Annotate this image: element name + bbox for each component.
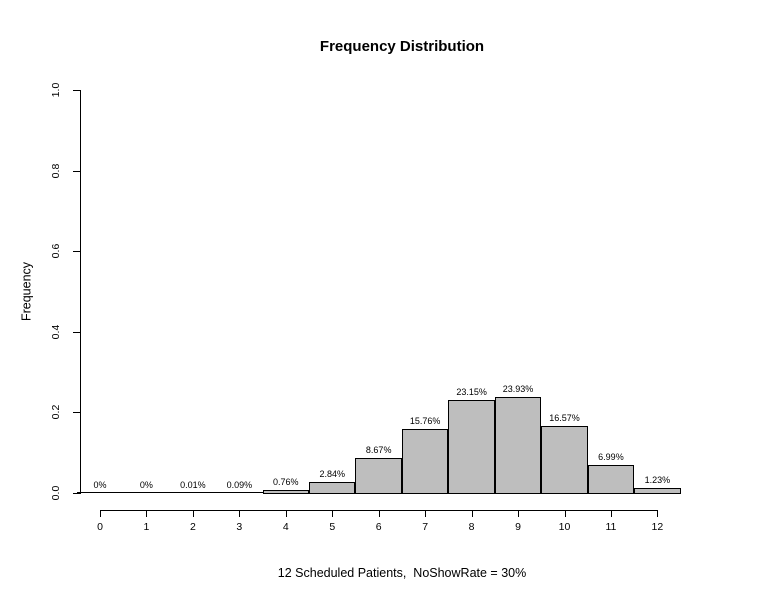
- x-tick: [610, 510, 612, 517]
- x-tick: [657, 510, 659, 517]
- chart-title: Frequency Distribution: [319, 38, 485, 55]
- x-tick-label: 1: [143, 521, 150, 533]
- y-axis-line: [80, 90, 81, 494]
- y-tick-label: 0.6: [50, 243, 62, 259]
- x-tick: [192, 510, 194, 517]
- x-tick-label: 8: [468, 521, 475, 533]
- bar: [634, 488, 681, 494]
- x-tick-label: 5: [329, 521, 336, 533]
- x-tick-label: 7: [422, 521, 429, 533]
- bar: [587, 464, 635, 494]
- bar-label: 23.15%: [456, 386, 487, 397]
- y-axis-label: Frequency: [19, 261, 34, 322]
- y-tick-label: 0.0: [50, 485, 62, 501]
- bar-label: 6.99%: [598, 451, 624, 462]
- bar-label: 16.57%: [549, 413, 580, 424]
- bar: [355, 458, 402, 494]
- x-tick: [332, 510, 334, 517]
- x-tick: [146, 510, 148, 517]
- y-tick: [73, 251, 80, 253]
- y-tick: [73, 170, 80, 172]
- x-tick-label: 11: [605, 521, 617, 533]
- bar-label: 23.93%: [502, 383, 534, 394]
- x-tick: [239, 510, 241, 517]
- y-tick-label: 0.2: [50, 405, 62, 420]
- x-axis-label: 12 Scheduled Patients, NoShowRate = 30%: [277, 566, 527, 580]
- x-tick-label: 12: [651, 521, 664, 533]
- x-tick-label: 9: [515, 521, 521, 533]
- bar: [448, 399, 495, 494]
- y-tick-label: 0.8: [50, 163, 62, 178]
- x-tick: [518, 510, 520, 517]
- x-tick: [100, 510, 101, 517]
- x-tick-label: 0: [97, 521, 103, 533]
- bar-label: 0%: [93, 480, 107, 490]
- bar-label: 2.84%: [319, 468, 346, 479]
- y-tick: [73, 331, 80, 333]
- y-tick-label: 1.0: [50, 82, 62, 98]
- x-tick: [564, 510, 566, 517]
- y-tick: [73, 493, 80, 494]
- bar: [401, 429, 449, 494]
- y-tick-label: 0.4: [50, 324, 62, 340]
- y-tick: [73, 412, 80, 414]
- x-tick-label: 2: [189, 521, 196, 533]
- x-tick-label: 10: [558, 521, 571, 533]
- bar-label: 0.76%: [273, 476, 299, 487]
- bar: [541, 426, 588, 494]
- x-tick: [285, 510, 287, 517]
- bar-label: 8.67%: [365, 445, 392, 456]
- bar-label: 15.76%: [409, 416, 441, 427]
- x-tick-label: 3: [236, 521, 243, 533]
- x-tick: [378, 510, 380, 517]
- bar: [262, 489, 309, 494]
- x-tick-label: 6: [375, 521, 382, 533]
- bar: [309, 481, 356, 494]
- bar-label: 0%: [139, 480, 153, 490]
- x-tick-label: 4: [282, 521, 289, 533]
- bar: [494, 396, 542, 494]
- x-tick: [471, 510, 473, 517]
- y-tick: [73, 90, 80, 91]
- bar-label: 0.09%: [226, 479, 253, 490]
- bar-label: 0.01%: [180, 479, 206, 490]
- x-tick: [425, 510, 427, 517]
- bar-label: 1.23%: [644, 475, 671, 486]
